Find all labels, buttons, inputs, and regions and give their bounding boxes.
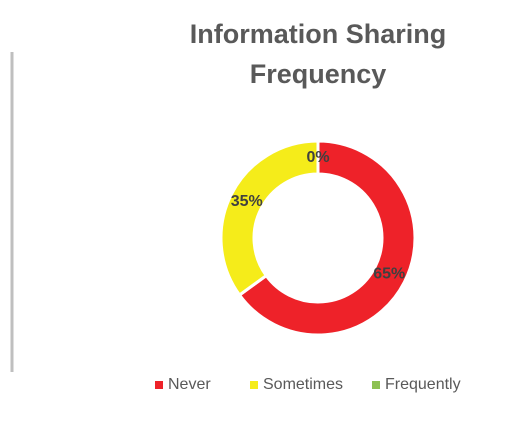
donut-slice	[219, 139, 320, 298]
legend-swatch	[155, 381, 163, 389]
legend-label: Never	[168, 376, 211, 393]
legend-label: Frequently	[385, 376, 461, 393]
chart-title: Information Sharing Frequency	[189, 19, 447, 89]
legend-swatch	[372, 381, 380, 389]
donut-slice	[237, 139, 417, 337]
legend-swatch	[250, 381, 258, 389]
data-label: 65%	[373, 266, 405, 283]
legend-label: Sometimes	[263, 376, 343, 393]
data-label: 35%	[231, 193, 263, 210]
data-label: 0%	[306, 149, 329, 166]
